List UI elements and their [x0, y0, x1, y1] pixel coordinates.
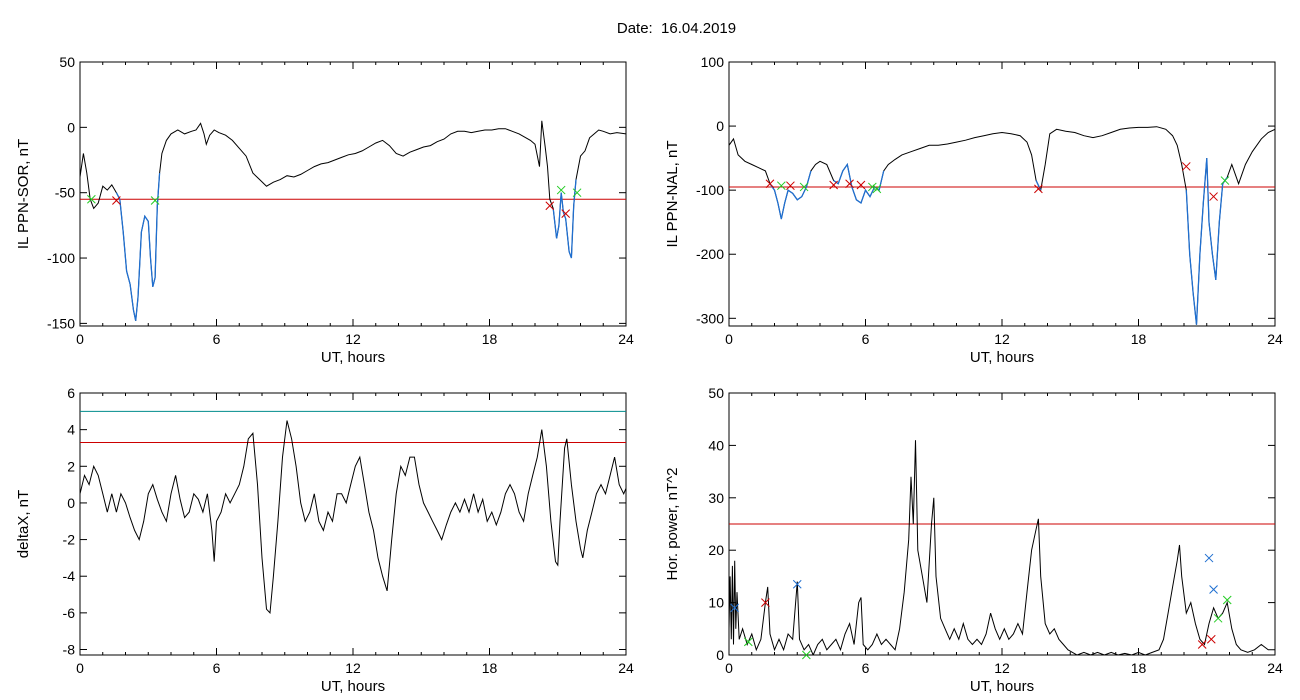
x-tick-label: 0 [725, 331, 733, 347]
marker-x [1181, 162, 1191, 171]
x-axis-label: UT, hours [970, 349, 1034, 366]
series-line [80, 420, 626, 615]
x-tick-label: 18 [1131, 331, 1147, 347]
marker-x [545, 201, 555, 211]
y-tick-label: 100 [701, 54, 725, 70]
x-tick-label: 12 [994, 331, 1010, 347]
highlight-segment [552, 179, 577, 259]
x-axis-label: UT, hours [321, 349, 385, 366]
x-tick-label: 12 [345, 331, 361, 347]
x-tick-label: 24 [1267, 660, 1283, 676]
y-tick-label: -8 [63, 642, 76, 658]
y-axis-label: IL PPN-SOR, nT [15, 139, 32, 249]
marker-x [743, 637, 753, 647]
y-tick-label: 0 [67, 495, 75, 511]
marker-x [1213, 613, 1223, 623]
marker-x [150, 196, 160, 205]
y-tick-label: 0 [67, 119, 75, 135]
series-line [80, 120, 626, 321]
marker-x [776, 181, 786, 191]
plot-frame [79, 392, 627, 656]
marker-x [761, 598, 770, 607]
y-axis-label: Hor. power, nT^2 [664, 468, 681, 581]
y-tick-label: 20 [708, 542, 724, 558]
x-tick-label: 12 [994, 660, 1010, 676]
marker-x [801, 650, 811, 660]
chart-panel-1: 0 6 12 18 24 -150 -100 -50 0 50 UT, hours IL PPN-SO… [15, 54, 634, 366]
y-tick-label: -300 [696, 310, 724, 326]
highlight-segment [1185, 158, 1228, 325]
x-axis-label: UT, hours [321, 678, 385, 695]
chart-panel-4: 0 6 12 18 24 0 10 20 30 40 50 UT, hours Hor. power, … [664, 385, 1283, 695]
highlight-segment [115, 173, 161, 321]
marker-x [87, 194, 96, 204]
marker-x [112, 196, 121, 205]
x-tick-label: 0 [725, 660, 733, 676]
marker-x [1206, 634, 1216, 644]
y-tick-label: -100 [696, 182, 724, 198]
x-tick-label: 0 [76, 660, 84, 676]
x-tick-label: 24 [1267, 331, 1283, 347]
y-tick-label: -100 [47, 250, 75, 266]
x-tick-label: 12 [345, 660, 361, 676]
chart-panel-2: 0 6 12 18 24 -300 -200 -100 0 100 UT, hours IL PPN-… [664, 54, 1283, 366]
marker-x [872, 184, 882, 194]
marker-x [799, 182, 809, 192]
y-tick-label: -2 [63, 532, 76, 548]
y-tick-label: 10 [708, 595, 724, 611]
y-tick-label: 50 [59, 54, 75, 70]
y-tick-label: 30 [708, 490, 724, 506]
marker-x [856, 180, 866, 190]
y-tick-label: 40 [708, 437, 724, 453]
y-tick-label: -200 [696, 246, 724, 262]
marker-x [829, 180, 839, 190]
x-tick-label: 0 [76, 331, 84, 347]
marker-x [867, 182, 877, 192]
marker-x [845, 179, 854, 189]
marker-x [792, 579, 802, 589]
y-tick-label: -6 [63, 605, 76, 621]
y-tick-label: -50 [55, 185, 75, 201]
marker-x [730, 603, 740, 613]
y-tick-label: -4 [63, 568, 76, 584]
x-axis-label: UT, hours [970, 678, 1034, 695]
x-tick-label: 6 [213, 331, 221, 347]
figure-title: Date: 16.04.2019 [616, 20, 737, 37]
y-tick-label: 0 [716, 118, 724, 134]
y-tick-label: 0 [716, 647, 724, 663]
marker-x [765, 179, 775, 189]
x-tick-label: 6 [213, 660, 221, 676]
y-tick-label: 6 [67, 385, 75, 401]
series-line [729, 440, 1275, 655]
marker-x [572, 188, 582, 198]
x-tick-label: 24 [618, 331, 634, 347]
marker-x [786, 181, 795, 191]
y-tick-label: 50 [708, 385, 724, 401]
y-axis-label: IL PPN-NAL, nT [664, 141, 681, 248]
x-tick-label: 6 [862, 331, 870, 347]
y-axis-label: deltaX, nT [15, 490, 32, 558]
x-tick-label: 24 [618, 660, 634, 676]
marker-x [1222, 595, 1232, 605]
marker-x [1204, 553, 1214, 563]
y-tick-label: -150 [47, 315, 75, 331]
marker-x [1220, 176, 1230, 185]
y-tick-label: 4 [67, 422, 75, 438]
x-tick-label: 6 [862, 660, 870, 676]
x-tick-label: 18 [482, 660, 498, 676]
marker-x [1209, 192, 1218, 201]
y-tick-label: 2 [67, 458, 75, 474]
marker-x [556, 185, 566, 195]
x-tick-label: 18 [1131, 660, 1147, 676]
marker-x [1034, 184, 1043, 194]
marker-x [561, 209, 571, 218]
highlight-segment [1035, 180, 1042, 191]
marker-x [1209, 585, 1218, 594]
highlight-segment [769, 170, 812, 220]
x-tick-label: 18 [482, 331, 498, 347]
plot-frame [79, 61, 627, 327]
marker-x [1197, 640, 1207, 649]
